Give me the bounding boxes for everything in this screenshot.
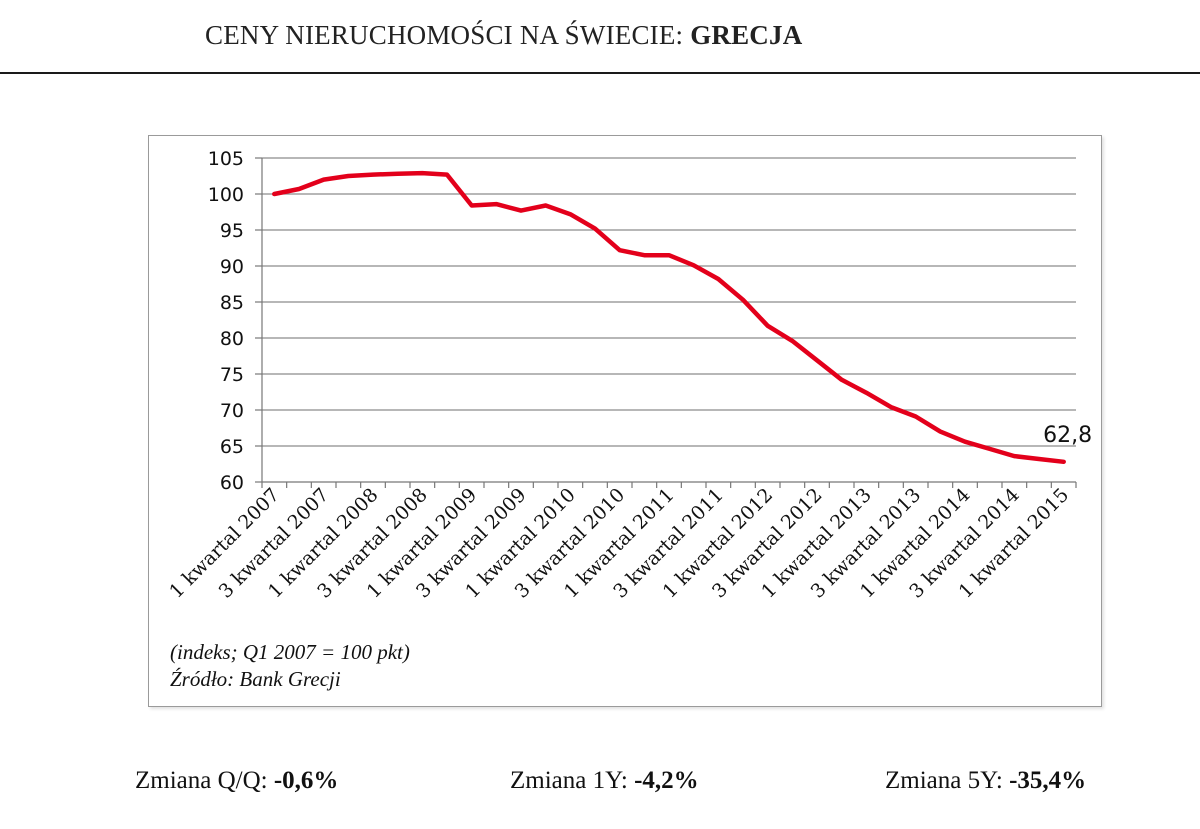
data-point xyxy=(642,253,646,257)
stat-qq-value: -0,6% xyxy=(273,767,339,794)
source-note: Źródło: Bank Grecji xyxy=(170,667,341,691)
data-point xyxy=(790,339,794,343)
data-point xyxy=(322,178,326,182)
data-point xyxy=(667,253,671,257)
y-tick-label: 105 xyxy=(208,148,244,170)
data-point xyxy=(840,378,844,382)
stat-qq-label: Zmiana Q/Q: xyxy=(135,767,274,794)
data-point xyxy=(692,263,696,267)
y-tick-label: 80 xyxy=(220,328,244,350)
data-point xyxy=(568,212,572,216)
data-point xyxy=(864,391,868,395)
title-prefix: CENY NIERUCHOMOŚCI NA ŚWIECIE: xyxy=(205,20,691,50)
stat-1y: Zmiana 1Y: -4,2% xyxy=(510,767,699,795)
data-point xyxy=(1012,454,1016,458)
data-point xyxy=(593,227,597,231)
y-tick-label: 95 xyxy=(220,220,244,242)
data-point xyxy=(618,248,622,252)
stat-5y-value: -35,4% xyxy=(1009,767,1087,794)
data-point xyxy=(963,440,967,444)
data-point xyxy=(420,171,424,175)
y-tick-label: 90 xyxy=(220,256,244,278)
data-point xyxy=(1037,457,1041,461)
index-note: (indeks; Q1 2007 = 100 pkt) xyxy=(170,640,410,664)
y-tick-label: 70 xyxy=(220,400,244,422)
y-tick-label: 75 xyxy=(220,364,244,386)
data-point xyxy=(470,204,474,208)
data-point xyxy=(272,192,276,196)
data-point xyxy=(396,172,400,176)
data-point xyxy=(544,204,548,208)
stat-1y-label: Zmiana 1Y: xyxy=(510,767,635,794)
data-point xyxy=(371,173,375,177)
data-point xyxy=(766,324,770,328)
data-point xyxy=(889,405,893,409)
data-point xyxy=(445,173,449,177)
data-point xyxy=(716,277,720,281)
data-point xyxy=(494,202,498,206)
header-divider xyxy=(0,72,1200,74)
y-tick-label: 100 xyxy=(208,184,244,206)
series-line xyxy=(272,170,1066,465)
y-tick-label: 60 xyxy=(220,472,244,494)
data-point xyxy=(815,358,819,362)
title-country: GRECJA xyxy=(690,20,803,50)
page-title: CENY NIERUCHOMOŚCI NA ŚWIECIE: GRECJA xyxy=(205,20,802,51)
data-point xyxy=(346,174,350,178)
data-label: 62,8 xyxy=(1043,423,1092,448)
data-point xyxy=(297,187,301,191)
stat-5y: Zmiana 5Y: -35,4% xyxy=(885,767,1086,795)
y-tick-label: 85 xyxy=(220,292,244,314)
y-tick-label: 65 xyxy=(220,436,244,458)
data-point xyxy=(519,209,523,213)
stat-qq: Zmiana Q/Q: -0,6% xyxy=(135,767,338,795)
data-point xyxy=(741,298,745,302)
stat-1y-value: -4,2% xyxy=(634,767,699,794)
data-point xyxy=(988,447,992,451)
stat-5y-label: Zmiana 5Y: xyxy=(885,767,1010,794)
data-point xyxy=(1062,460,1066,464)
data-point xyxy=(914,414,918,418)
data-point xyxy=(938,430,942,434)
